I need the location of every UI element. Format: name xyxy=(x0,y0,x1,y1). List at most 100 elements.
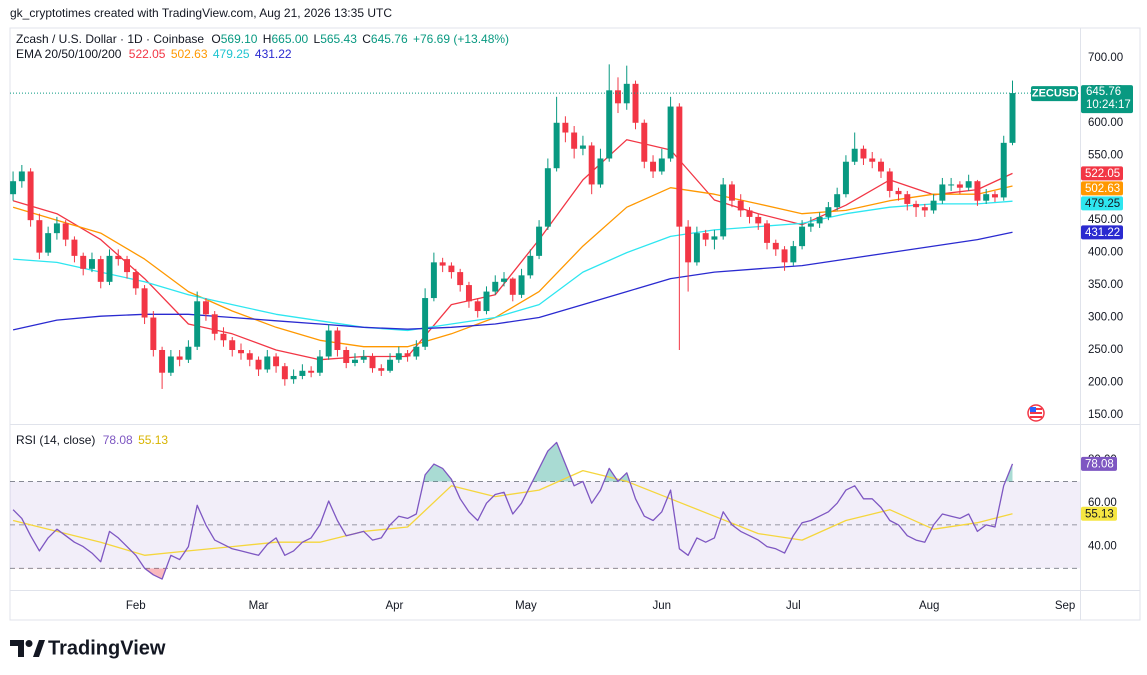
candle-body xyxy=(807,223,814,227)
y-tick-label: 200.00 xyxy=(1088,376,1123,388)
candle-body xyxy=(956,184,963,188)
ema-tag-bg xyxy=(1081,181,1123,196)
candle-body xyxy=(211,314,218,334)
x-tick-label: May xyxy=(515,600,537,612)
candle-body xyxy=(316,356,323,373)
candle-body xyxy=(527,255,534,276)
price-tag-bg xyxy=(1081,85,1133,114)
ema-tag: 502.63 xyxy=(1085,183,1120,195)
candle-body xyxy=(658,158,665,172)
candle-body xyxy=(913,203,920,208)
candle-body xyxy=(623,83,630,104)
candle-body xyxy=(141,288,148,318)
x-tick-label: Jun xyxy=(653,600,672,612)
candle-body xyxy=(544,168,551,227)
flag-icon xyxy=(1027,404,1045,422)
candle-body xyxy=(1000,142,1007,198)
rsi-tag: 78.08 xyxy=(1085,458,1114,470)
ema-value: 431.22 xyxy=(255,47,292,61)
candle-body xyxy=(404,353,411,357)
candle-body xyxy=(413,346,420,357)
candle-body xyxy=(983,194,990,201)
candle-body xyxy=(711,236,718,240)
y-tick-label: 300.00 xyxy=(1088,312,1123,324)
series-line xyxy=(13,200,1013,332)
rsi-legend: RSI (14, close) 78.08 55.13 xyxy=(16,433,168,447)
candle-body xyxy=(579,145,586,149)
attribution: gk_cryptotimes created with TradingView.… xyxy=(10,6,392,20)
candle-body xyxy=(308,370,315,373)
ema-tag-bg xyxy=(1081,225,1123,240)
y-tick-label: 250.00 xyxy=(1088,344,1123,356)
axes: 150.00 200.00 250.00 300.00 350.00 400.00 450.… xyxy=(126,52,1133,612)
rsi-tag-bg xyxy=(1081,456,1117,471)
candle-body xyxy=(351,359,358,363)
candle-body xyxy=(422,298,429,347)
candle-body xyxy=(176,356,183,360)
ema-tag-bg xyxy=(1081,196,1123,211)
candle-body xyxy=(62,223,69,240)
candle-body xyxy=(799,226,806,247)
rsi-ma-value: 55.13 xyxy=(138,433,168,447)
y-tick-label: 700.00 xyxy=(1088,52,1123,64)
candle-body xyxy=(202,301,209,315)
candle-body xyxy=(702,233,709,240)
candle-body xyxy=(615,90,621,104)
ohlc-label: L xyxy=(314,32,321,46)
candle-body xyxy=(772,242,779,250)
candle-body xyxy=(851,148,858,162)
candle-body xyxy=(281,366,288,380)
candle-body xyxy=(360,356,367,360)
candle-body xyxy=(842,161,849,195)
candle-body xyxy=(88,259,95,269)
x-tick-label: Sep xyxy=(1055,600,1075,612)
candle-body xyxy=(816,216,823,224)
candle-body xyxy=(991,194,998,198)
candle-body xyxy=(194,301,201,347)
ohlc-value: 645.76 xyxy=(371,32,408,46)
candle-body xyxy=(299,370,306,376)
y-tick-label: 400.00 xyxy=(1088,247,1123,259)
candle-body xyxy=(132,272,139,289)
candle-body xyxy=(53,223,60,234)
candle-body xyxy=(860,148,867,159)
candle-body xyxy=(492,281,499,292)
countdown: 10:24:17 xyxy=(1086,99,1131,111)
y-tick-label: 150.00 xyxy=(1088,409,1123,421)
candle-body xyxy=(325,330,332,357)
candle-body xyxy=(878,161,884,172)
ema-legend: EMA 20/50/100/200 522.05 502.63 479.25 4… xyxy=(16,47,292,61)
candle-body xyxy=(650,161,657,172)
candle-body xyxy=(597,158,604,185)
candle-body xyxy=(36,220,43,253)
price-pane xyxy=(10,64,1080,389)
x-tick-label: Mar xyxy=(249,600,269,612)
candle-body xyxy=(685,226,692,263)
candle-body xyxy=(448,265,455,273)
ohlc-value: 565.43 xyxy=(320,32,357,46)
x-tick-label: Feb xyxy=(126,600,146,612)
series-line xyxy=(12,231,1013,331)
symbol-tag: ZECUSD xyxy=(1032,87,1077,99)
ema-value: 502.63 xyxy=(171,47,208,61)
candle-body xyxy=(80,255,87,269)
price-tag: 645.76 xyxy=(1086,86,1121,98)
candle-body xyxy=(536,226,543,256)
candle-body xyxy=(974,181,981,201)
candle-body xyxy=(553,122,560,169)
ema-tag: 479.25 xyxy=(1085,198,1120,210)
candle-body xyxy=(27,171,34,221)
ohlc-label: H xyxy=(263,32,272,46)
ohlc-value: 665.00 xyxy=(271,32,308,46)
candle-body xyxy=(71,239,78,256)
candle-body xyxy=(509,278,516,295)
candle-body xyxy=(167,356,174,373)
price-legend: Zcash / U.S. Dollar · 1D · Coinbase O569… xyxy=(16,32,509,46)
ema-tag: 522.05 xyxy=(1085,168,1120,180)
ema-tag: 431.22 xyxy=(1085,227,1120,239)
y-tick-label: 40.00 xyxy=(1088,541,1117,553)
x-tick-label: Apr xyxy=(385,600,403,612)
ema-value: 522.05 xyxy=(129,47,166,61)
y-tick-label: 550.00 xyxy=(1088,149,1123,161)
